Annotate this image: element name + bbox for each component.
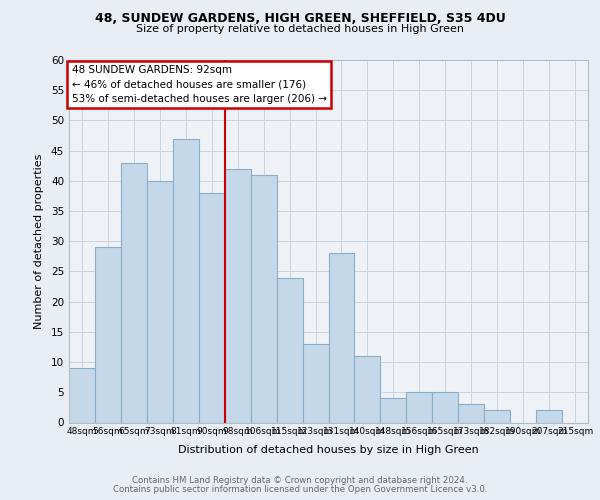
X-axis label: Distribution of detached houses by size in High Green: Distribution of detached houses by size …: [178, 444, 479, 454]
Bar: [433, 392, 458, 422]
Bar: [69, 368, 95, 422]
Bar: [225, 169, 251, 422]
Bar: [406, 392, 432, 422]
Bar: [355, 356, 380, 422]
Text: Contains public sector information licensed under the Open Government Licence v3: Contains public sector information licen…: [113, 485, 487, 494]
Bar: [251, 175, 277, 422]
Bar: [380, 398, 406, 422]
Text: 48 SUNDEW GARDENS: 92sqm
← 46% of detached houses are smaller (176)
53% of semi-: 48 SUNDEW GARDENS: 92sqm ← 46% of detach…: [71, 66, 326, 104]
Bar: [121, 162, 147, 422]
Text: Size of property relative to detached houses in High Green: Size of property relative to detached ho…: [136, 24, 464, 34]
Text: 48, SUNDEW GARDENS, HIGH GREEN, SHEFFIELD, S35 4DU: 48, SUNDEW GARDENS, HIGH GREEN, SHEFFIEL…: [95, 12, 505, 26]
Bar: [484, 410, 510, 422]
Bar: [277, 278, 302, 422]
Bar: [302, 344, 329, 422]
Bar: [147, 181, 173, 422]
Text: Contains HM Land Registry data © Crown copyright and database right 2024.: Contains HM Land Registry data © Crown c…: [132, 476, 468, 485]
Bar: [536, 410, 562, 422]
Bar: [458, 404, 484, 422]
Bar: [173, 138, 199, 422]
Y-axis label: Number of detached properties: Number of detached properties: [34, 154, 44, 329]
Bar: [329, 254, 355, 422]
Bar: [199, 193, 224, 422]
Bar: [95, 248, 121, 422]
